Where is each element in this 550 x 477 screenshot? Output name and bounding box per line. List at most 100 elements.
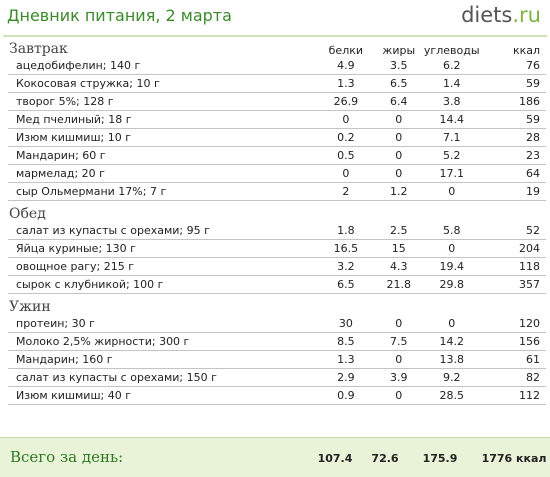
food-fat: 21.8 xyxy=(376,275,422,294)
food-name: Изюм кишмиш; 10 г xyxy=(8,128,316,147)
food-fat: 0 xyxy=(376,386,422,405)
food-carbs: 13.8 xyxy=(421,350,483,369)
food-protein: 0.2 xyxy=(315,128,377,147)
food-row[interactable]: ацедобифелин; 140 г 4.9 3.5 6.2 76 xyxy=(8,57,546,75)
meal-header-row: Обед xyxy=(8,201,546,222)
food-row[interactable]: Мандарин; 60 г 0.5 0 5.2 23 xyxy=(8,146,546,165)
logo-main: diets xyxy=(461,3,513,27)
daily-total-label: Всего за день: xyxy=(10,448,124,466)
col-header-protein: белки xyxy=(328,44,364,57)
food-fat: 2.5 xyxy=(376,222,422,240)
food-carbs: 19.4 xyxy=(421,257,483,276)
food-protein: 3.2 xyxy=(315,257,377,276)
meal-title: Ужин xyxy=(9,299,51,315)
food-row[interactable]: Кокосовая стружка; 10 г 1.3 6.5 1.4 59 xyxy=(8,74,546,93)
food-row[interactable]: Изюм кишмиш; 10 г 0.2 0 7.1 28 xyxy=(8,128,546,147)
food-fat: 3.9 xyxy=(376,368,422,387)
food-kcal: 28 xyxy=(482,128,546,147)
food-name: мармелад; 20 г xyxy=(8,164,316,183)
food-row[interactable]: Мед пчелиный; 18 г 0 0 14.4 59 xyxy=(8,110,546,129)
food-name: салат из купасты с орехами; 95 г xyxy=(8,222,316,240)
food-row[interactable]: Яйца куриные; 130 г 16.5 15 0 204 xyxy=(8,239,546,258)
food-row[interactable]: протеин; 30 г 30 0 0 120 xyxy=(8,315,546,333)
food-fat: 0 xyxy=(376,350,422,369)
food-fat: 0 xyxy=(376,128,422,147)
meal-header-row: Ужин xyxy=(8,294,546,315)
food-protein: 0.9 xyxy=(315,386,377,405)
food-name: Мед пчелиный; 18 г xyxy=(8,110,316,129)
food-carbs: 29.8 xyxy=(421,275,483,294)
food-carbs: 0 xyxy=(421,182,483,201)
food-kcal: 76 xyxy=(482,57,546,75)
food-kcal: 19 xyxy=(482,182,546,201)
food-row[interactable]: творог 5%; 128 г 26.9 6.4 3.8 186 xyxy=(8,92,546,111)
food-fat: 4.3 xyxy=(376,257,422,276)
col-header-kcal: ккал xyxy=(512,44,540,57)
food-row[interactable]: овощное рагу; 215 г 3.2 4.3 19.4 118 xyxy=(8,257,546,276)
food-protein: 1.3 xyxy=(315,74,377,93)
food-row[interactable]: сырок с клубникой; 100 г 6.5 21.8 29.8 357 xyxy=(8,275,546,294)
food-row[interactable]: Молоко 2,5% жирности; 300 г 8.5 7.5 14.2 156 xyxy=(8,332,546,351)
food-carbs: 17.1 xyxy=(421,164,483,183)
food-fat: 15 xyxy=(376,239,422,258)
food-kcal: 64 xyxy=(482,164,546,183)
food-protein: 2 xyxy=(315,182,377,201)
page-title: Дневник питания, 2 марта xyxy=(7,6,232,25)
food-kcal: 59 xyxy=(482,110,546,129)
total-fat: 72.6 xyxy=(371,452,399,465)
food-kcal: 118 xyxy=(482,257,546,276)
food-carbs: 3.8 xyxy=(421,92,483,111)
food-protein: 2.9 xyxy=(315,368,377,387)
food-name: Мандарин; 160 г xyxy=(8,350,316,369)
food-carbs: 5.8 xyxy=(421,222,483,240)
food-protein: 0.5 xyxy=(315,146,377,165)
meal-title: Обед xyxy=(9,206,46,222)
food-kcal: 186 xyxy=(482,92,546,111)
food-carbs: 0 xyxy=(421,239,483,258)
food-row[interactable]: салат из купасты с орехами; 150 г 2.9 3.9 9… xyxy=(8,368,546,387)
food-row[interactable]: Мандарин; 160 г 1.3 0 13.8 61 xyxy=(8,350,546,369)
col-header-fat: жиры xyxy=(382,44,416,57)
food-fat: 0 xyxy=(376,315,422,333)
food-carbs: 5.2 xyxy=(421,146,483,165)
logo-dot: . xyxy=(512,3,520,27)
food-fat: 6.4 xyxy=(376,92,422,111)
food-kcal: 23 xyxy=(482,146,546,165)
food-name: ацедобифелин; 140 г xyxy=(8,57,316,75)
food-kcal: 52 xyxy=(482,222,546,240)
food-protein: 1.8 xyxy=(315,222,377,240)
food-row[interactable]: салат из купасты с орехами; 95 г 1.8 2.5 5.… xyxy=(8,222,546,240)
food-carbs: 28.5 xyxy=(421,386,483,405)
food-kcal: 82 xyxy=(482,368,546,387)
food-kcal: 156 xyxy=(482,332,546,351)
food-name: творог 5%; 128 г xyxy=(8,92,316,111)
food-fat: 1.2 xyxy=(376,182,422,201)
meal-header-row: Завтрак белки жиры углеводы ккал xyxy=(8,40,546,57)
total-kcal: 1776 ккал xyxy=(481,452,547,465)
food-name: овощное рагу; 215 г xyxy=(8,257,316,276)
site-logo[interactable]: diets.ru xyxy=(461,3,541,27)
food-name: Молоко 2,5% жирности; 300 г xyxy=(8,332,316,351)
page-header: Дневник питания, 2 марта diets.ru xyxy=(0,0,550,34)
food-row[interactable]: сыр Ольмермани 17%; 7 г 2 1.2 0 19 xyxy=(8,182,546,201)
food-row[interactable]: мармелад; 20 г 0 0 17.1 64 xyxy=(8,164,546,183)
food-carbs: 6.2 xyxy=(421,57,483,75)
food-carbs: 1.4 xyxy=(421,74,483,93)
food-carbs: 14.2 xyxy=(421,332,483,351)
food-kcal: 112 xyxy=(482,386,546,405)
food-carbs: 0 xyxy=(421,315,483,333)
food-name: Изюм кишмиш; 40 г xyxy=(8,386,316,405)
food-row[interactable]: Изюм кишмиш; 40 г 0.9 0 28.5 112 xyxy=(8,386,546,405)
food-protein: 4.9 xyxy=(315,57,377,75)
food-protein: 8.5 xyxy=(315,332,377,351)
food-name: сырок с клубникой; 100 г xyxy=(8,275,316,294)
food-protein: 1.3 xyxy=(315,350,377,369)
food-kcal: 59 xyxy=(482,74,546,93)
food-carbs: 9.2 xyxy=(421,368,483,387)
food-kcal: 204 xyxy=(482,239,546,258)
food-carbs: 14.4 xyxy=(421,110,483,129)
food-name: Мандарин; 60 г xyxy=(8,146,316,165)
food-protein: 0 xyxy=(315,164,377,183)
food-protein: 16.5 xyxy=(315,239,377,258)
total-protein: 107.4 xyxy=(317,452,353,465)
